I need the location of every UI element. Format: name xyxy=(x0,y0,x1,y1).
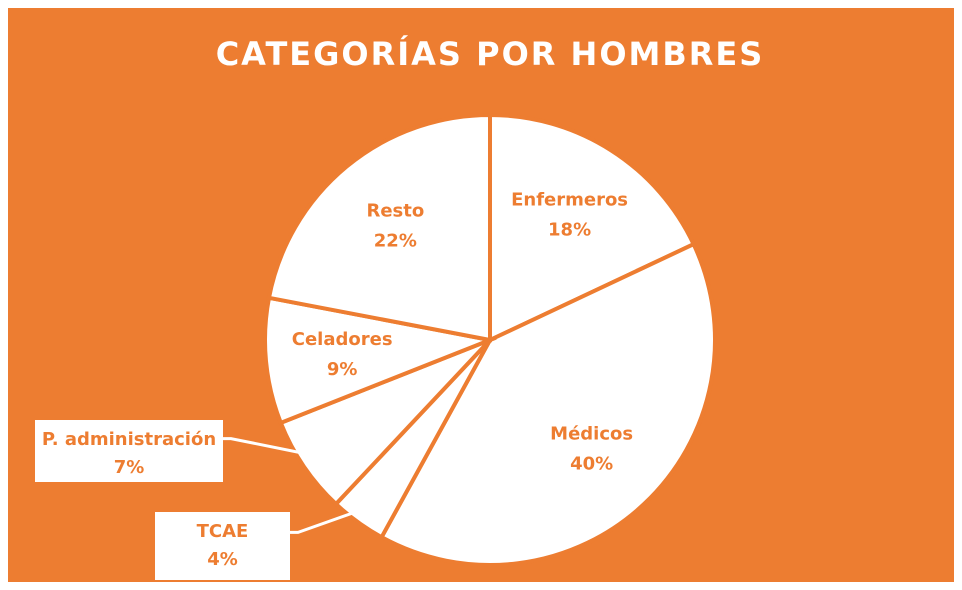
pie-slice xyxy=(266,112,492,343)
data-label-name: P. administración xyxy=(42,429,216,450)
data-label: 18% xyxy=(548,220,591,241)
leader-line xyxy=(290,506,369,534)
pie-slice xyxy=(263,295,498,426)
label-box xyxy=(155,512,290,580)
label-box xyxy=(35,420,223,482)
leader-line xyxy=(223,437,320,458)
data-label-name: TCAE xyxy=(197,521,249,542)
data-label-name: Celadores xyxy=(292,329,393,350)
data-label: 9% xyxy=(327,359,358,380)
data-label: 22% xyxy=(374,231,417,252)
data-label-name: Resto xyxy=(366,201,424,222)
pie-slice xyxy=(378,241,717,567)
pie-slice xyxy=(488,112,697,344)
data-label: 4% xyxy=(207,549,238,570)
data-label-name: Médicos xyxy=(550,423,633,444)
data-label: 7% xyxy=(114,457,145,478)
data-label-name: Enfermeros xyxy=(511,190,628,211)
chart-title: CATEGORÍAS POR HOMBRES xyxy=(216,35,765,73)
data-label: 40% xyxy=(570,453,613,474)
